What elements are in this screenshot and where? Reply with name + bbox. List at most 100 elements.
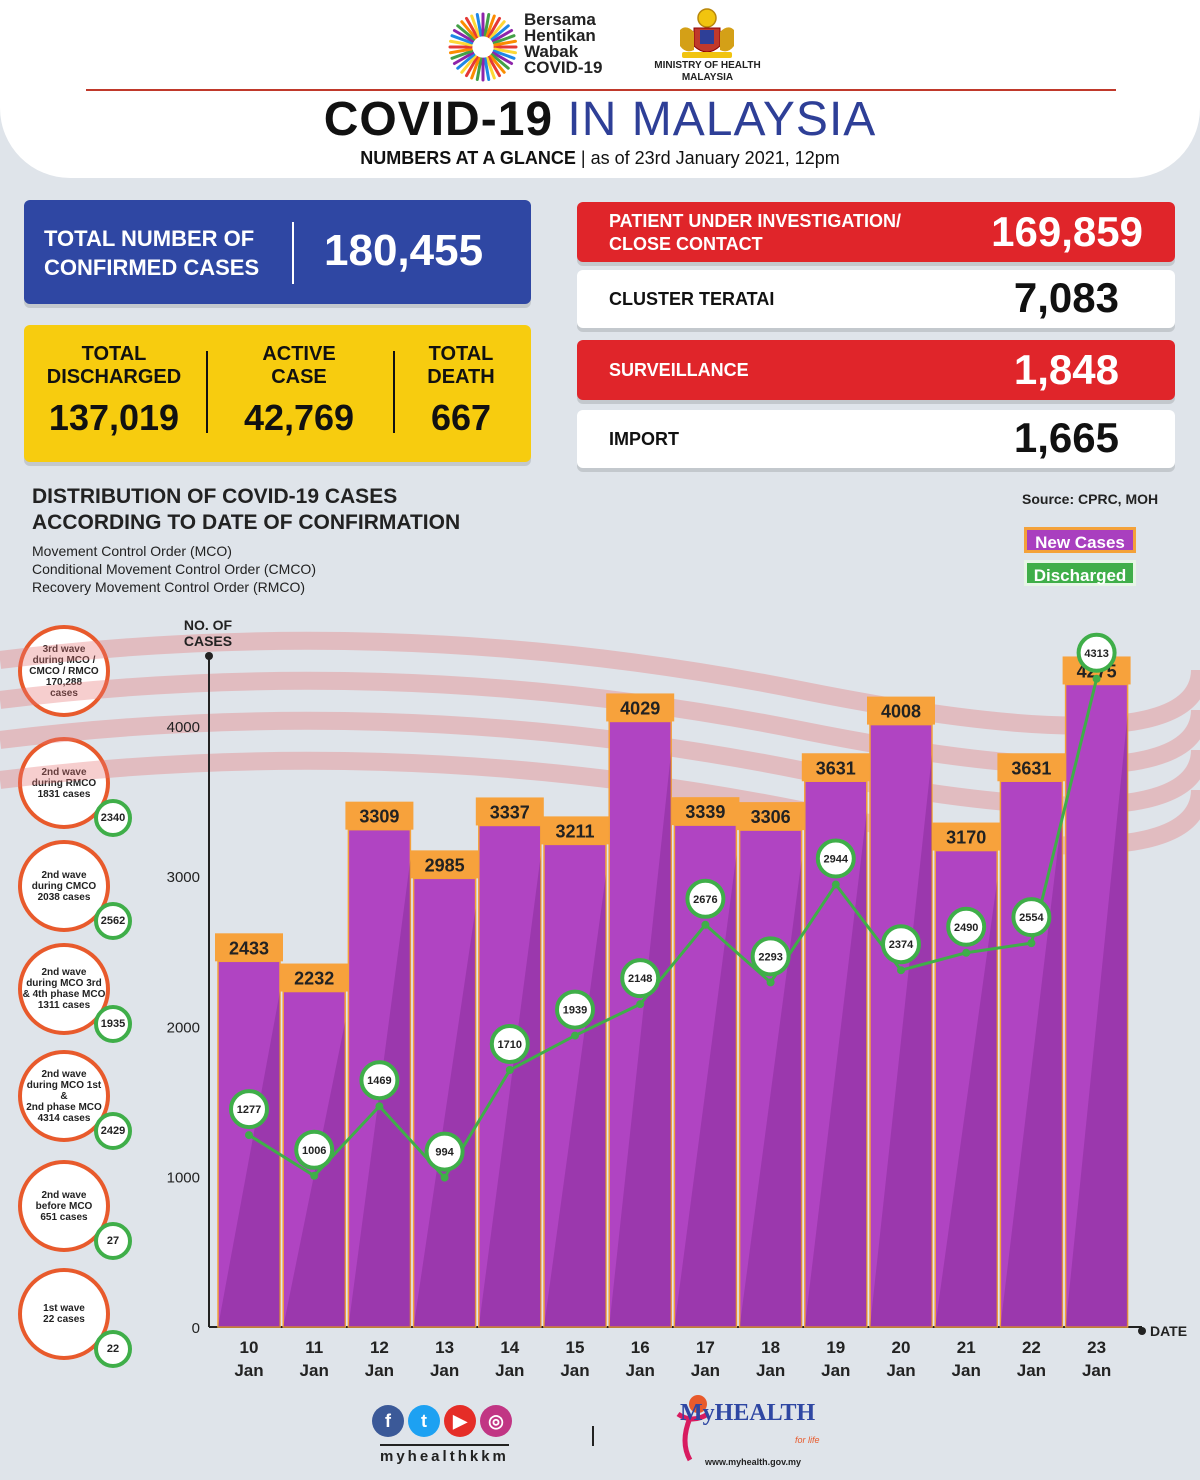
bar-new-cases (478, 824, 542, 1328)
x-tick-day: 11 (305, 1338, 323, 1357)
x-tick-day: 10 (240, 1338, 259, 1357)
total-confirmed-label-2: CONFIRMED CASES (44, 255, 260, 280)
wave-text: 2nd wave during MCO 1st & 2nd phase MCO 431… (22, 1069, 106, 1124)
total-confirmed-card: TOTAL NUMBER OF CONFIRMED CASES 180,455 (24, 200, 531, 304)
wave-line: 2nd wave (41, 869, 87, 881)
sun-ray (483, 13, 491, 37)
total-confirmed-label: TOTAL NUMBER OF CONFIRMED CASES (44, 224, 259, 282)
bar-new-cases (608, 720, 672, 1328)
y-tick-label: 1000 (167, 1170, 200, 1187)
x-tick-day: 18 (761, 1338, 780, 1357)
x-tick-month: Jan (756, 1361, 785, 1380)
wave-text: 2nd wave during RMCO 1831 cases (32, 767, 96, 800)
pui-label: PATIENT UNDER INVESTIGATION/ CLOSE CONTA… (609, 210, 901, 256)
cluster-card: CLUSTER TERATAI 7,083 (577, 270, 1175, 328)
total-confirmed-label-1: TOTAL NUMBER OF (44, 226, 255, 251)
wave-text: 2nd wave during MCO 3rd & 4th phase MCO 131… (23, 967, 106, 1011)
wave-line: 1st wave (43, 1303, 85, 1314)
bar-new-cases (217, 960, 281, 1328)
bar-new-cases (999, 780, 1064, 1328)
import-value: 1,665 (1013, 414, 1119, 461)
sun-ray (465, 16, 479, 39)
note-cmco: Conditional Movement Control Order (CMCO… (32, 561, 316, 577)
sun-ray (470, 14, 481, 38)
y-axis-label: NO. OF (184, 617, 233, 633)
sun-ray (491, 51, 514, 65)
discharged-value-label: 4313 (1084, 648, 1108, 660)
discharged-value-label: 2490 (954, 922, 978, 934)
header-divider (86, 89, 1116, 91)
card-divider (393, 351, 395, 433)
sun-ray (449, 47, 473, 55)
youtube-icon[interactable]: ▶ (444, 1405, 476, 1437)
discharged-value-label: 1469 (367, 1075, 391, 1087)
ministry-line-1: MINISTRY OF HEALTH (654, 60, 761, 71)
sun-ray (487, 55, 501, 78)
wave-circle: 2nd wave during MCO 3rd & 4th phase MCO 131… (18, 943, 110, 1035)
bar-value-label: 4008 (881, 702, 921, 722)
import-card: IMPORT 1,665 (577, 410, 1175, 468)
myhealth-figure-icon (670, 1392, 710, 1464)
bar-new-cases (869, 723, 933, 1328)
bar-value-label: 3306 (751, 807, 791, 827)
bar-value-box (215, 933, 283, 962)
bar-value-box (280, 963, 349, 992)
discharged-point (1092, 674, 1101, 683)
bar-shade (413, 908, 476, 1327)
social-handle: myhealthkkm (380, 1444, 509, 1465)
twitter-icon[interactable]: t (408, 1405, 440, 1437)
sun-ray (489, 54, 506, 74)
bar-shade (544, 874, 606, 1327)
discharged-point (505, 1065, 514, 1074)
death-label-1: TOTAL (428, 343, 494, 365)
discharged-label-2: DISCHARGED (46, 366, 182, 388)
sun-ray (456, 24, 476, 41)
legend-discharged: Discharged (1024, 560, 1136, 586)
facebook-icon[interactable]: f (372, 1405, 404, 1437)
death-stat: TOTAL DEATH 667 (396, 341, 526, 439)
sun-ray (475, 57, 483, 81)
surveillance-card: SURVEILLANCE 1,848 (577, 340, 1175, 400)
sun-ray (460, 20, 477, 40)
wave-discharged-badge: 22 (94, 1330, 132, 1368)
campaign-logo-text: Bersama Hentikan Wabak COVID-19 (524, 10, 602, 76)
flag-stripe (0, 671, 1200, 775)
x-tick-day: 15 (566, 1338, 585, 1357)
wave-line: 2nd wave (41, 1189, 87, 1201)
campaign-line-1: Bersama (524, 10, 596, 29)
y-tick-label: 4000 (167, 719, 200, 736)
wave-line: 1831 cases (37, 788, 91, 800)
discharged-marker (946, 906, 987, 947)
surveillance-value: 1,848 (1013, 346, 1119, 393)
wave-line: 3rd wave (42, 643, 86, 655)
sun-ray (490, 24, 510, 41)
discharged-point (766, 978, 775, 987)
x-tick-day: 13 (435, 1338, 454, 1357)
wave-line: 2nd wave (41, 1068, 87, 1080)
card-divider (206, 351, 208, 433)
x-tick-month: Jan (560, 1361, 589, 1380)
instagram-icon[interactable]: ◎ (480, 1405, 512, 1437)
discharged-value-label: 1939 (563, 1005, 587, 1017)
x-tick-day: 12 (370, 1338, 389, 1357)
x-tick-month: Jan (495, 1361, 524, 1380)
bar-value-label: 2985 (425, 855, 465, 875)
x-tick-month: Jan (365, 1361, 394, 1380)
pui-value: 169,859 (991, 208, 1143, 255)
x-axis-label: DATE (1150, 1323, 1187, 1339)
x-tick-day: 22 (1022, 1338, 1041, 1357)
summary-card: TOTAL DISCHARGED 137,019 ACTIVE CASE 42,… (24, 325, 531, 462)
wave-line: during MCO 1st & (26, 1079, 102, 1102)
pui-card: PATIENT UNDER INVESTIGATION/ CLOSE CONTA… (577, 202, 1175, 262)
wave-discharged-badge: 2340 (94, 799, 132, 837)
subtitle-date: as of 23rd January 2021, 12pm (590, 148, 840, 168)
bar-value-label: 3211 (555, 821, 594, 841)
bar-value-box (997, 753, 1066, 782)
wave-line: CMCO / RMCO (29, 665, 99, 677)
discharged-point (245, 1131, 253, 1140)
discharged-value-label: 2554 (1019, 912, 1044, 924)
discharged-point (310, 1171, 319, 1180)
bar-value-label: 2232 (294, 969, 334, 989)
page-title: COVID-19 IN MALAYSIA (0, 92, 1200, 147)
sun-ray (489, 20, 506, 40)
